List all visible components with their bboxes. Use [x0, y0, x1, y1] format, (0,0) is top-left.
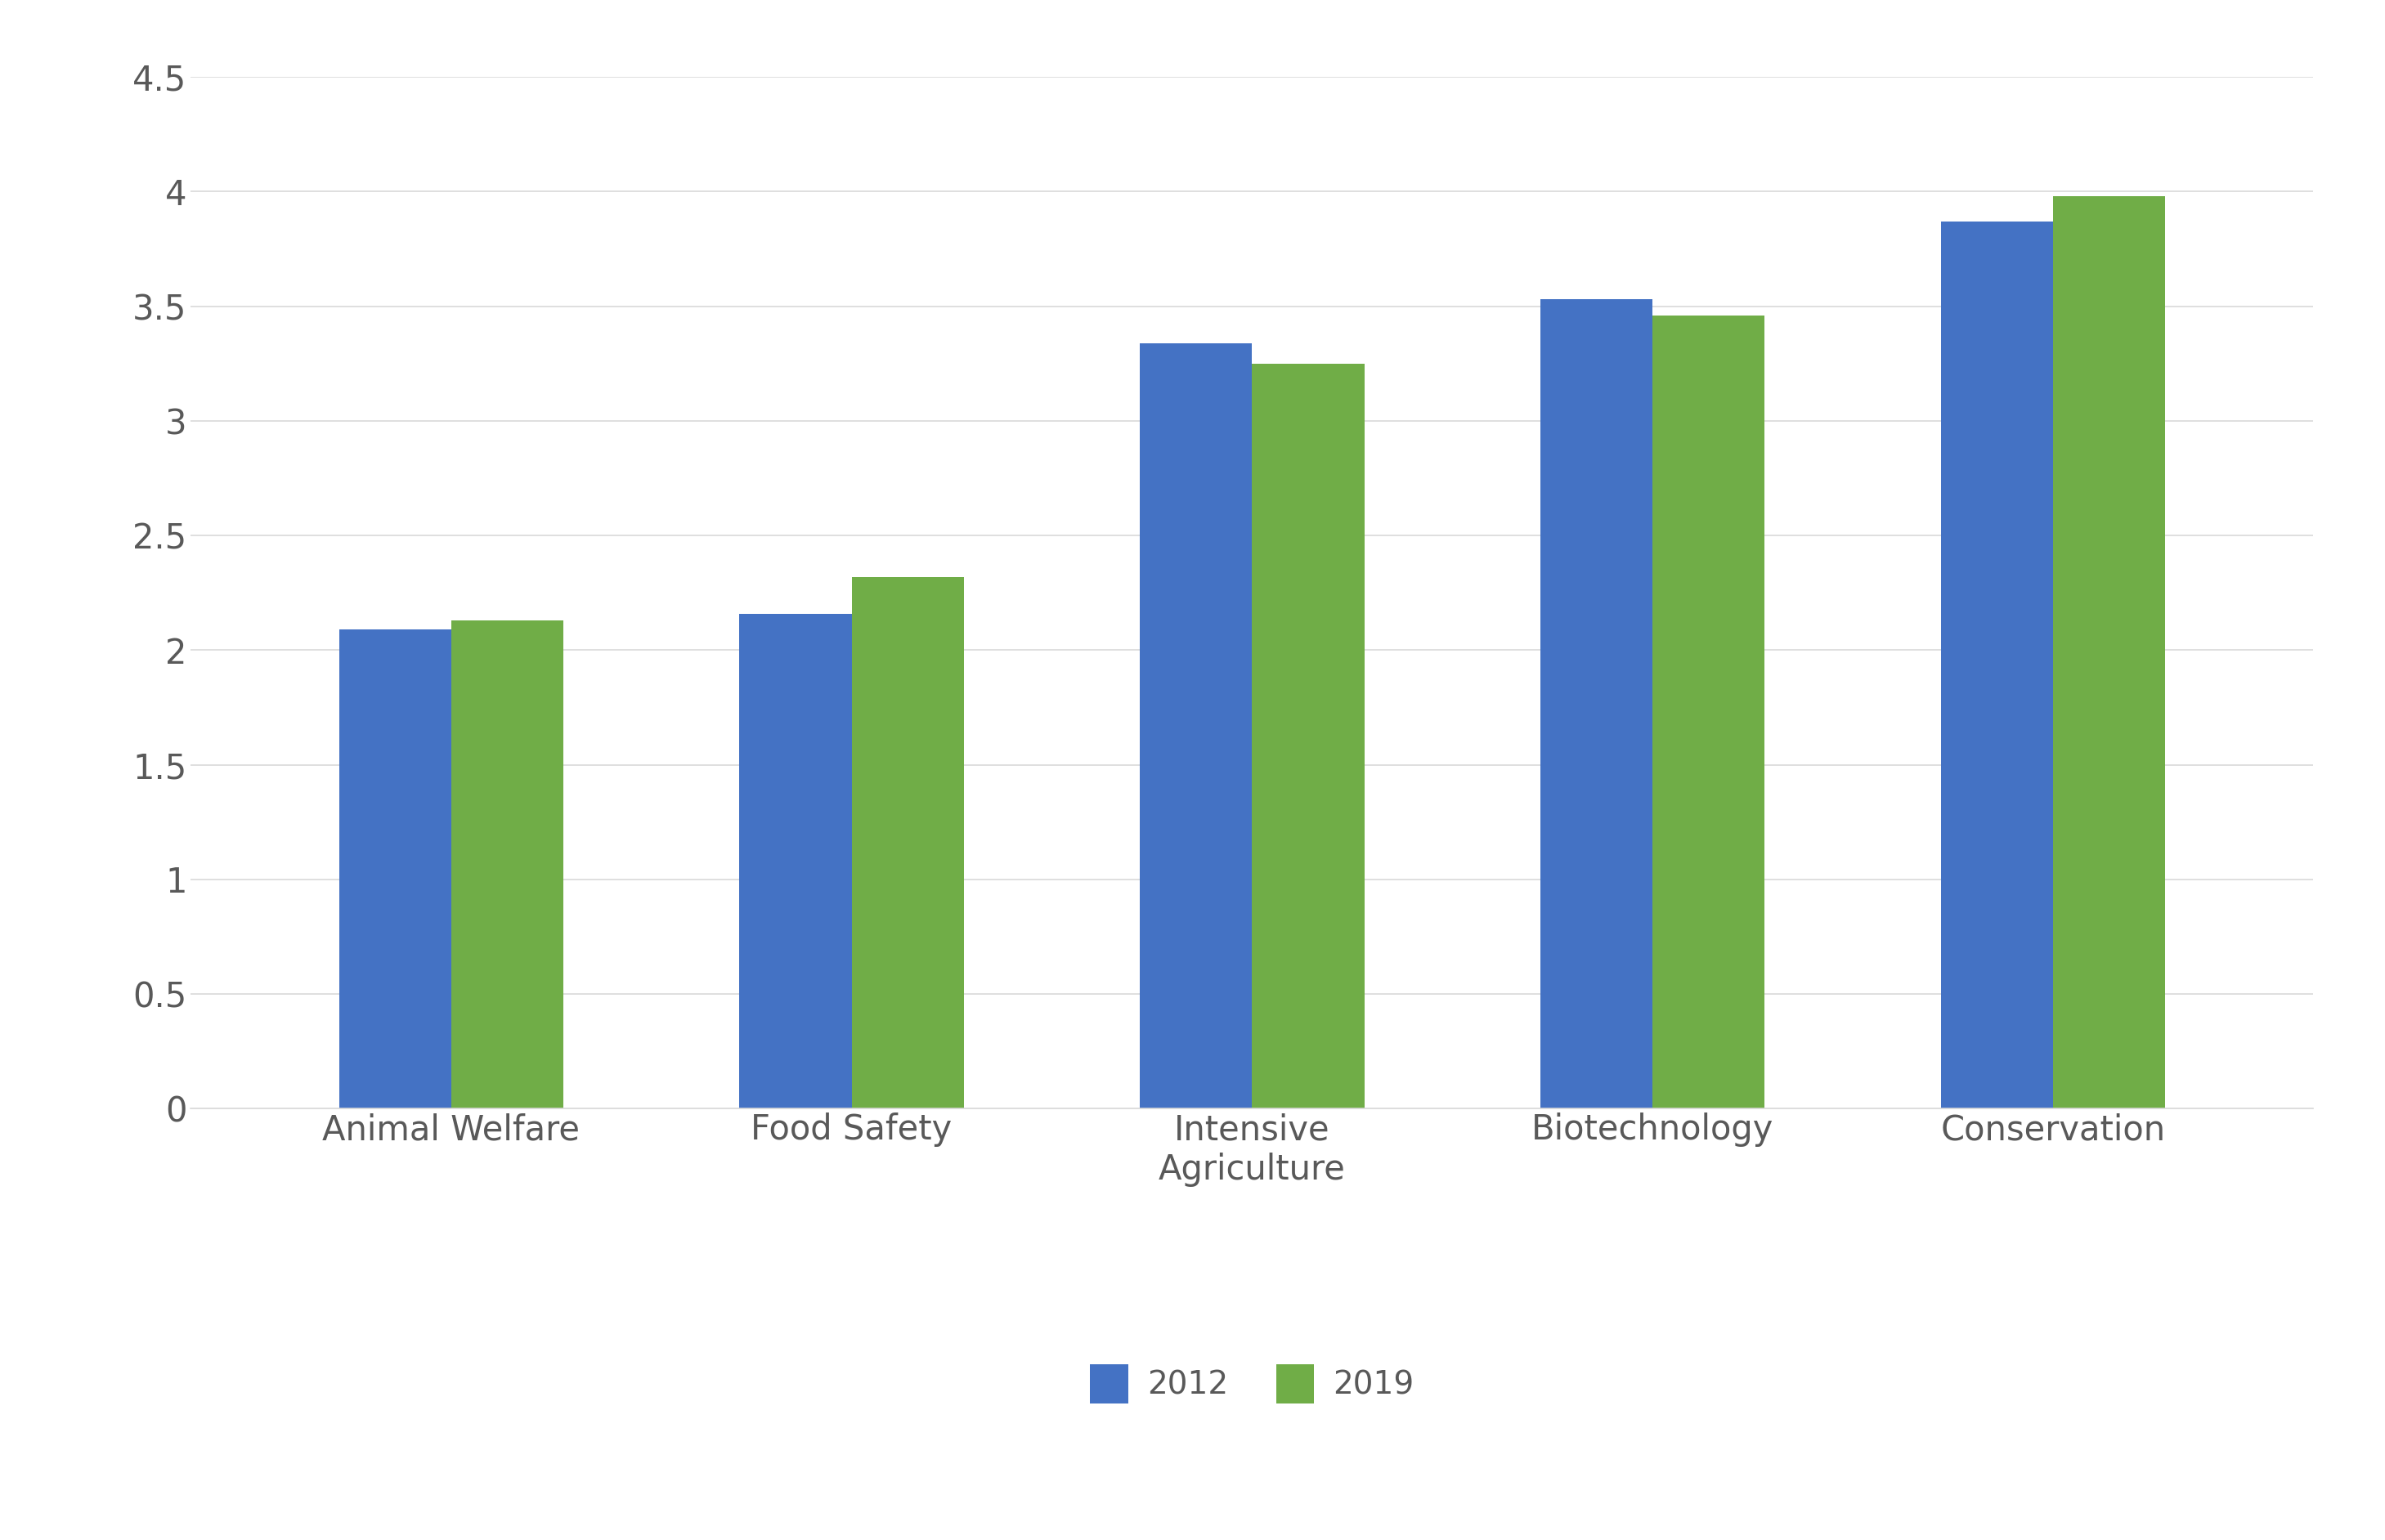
Bar — [1252, 363, 1364, 1109]
Bar — [851, 578, 964, 1109]
Legend: 2012, 2019: 2012, 2019 — [1078, 1352, 1426, 1415]
Bar — [1541, 299, 1653, 1109]
Bar — [1653, 316, 1765, 1109]
Bar — [451, 621, 563, 1109]
Bar — [1140, 343, 1252, 1109]
Bar — [739, 613, 851, 1109]
Bar — [339, 630, 451, 1109]
Bar — [2053, 196, 2166, 1109]
Bar — [1941, 222, 2053, 1109]
